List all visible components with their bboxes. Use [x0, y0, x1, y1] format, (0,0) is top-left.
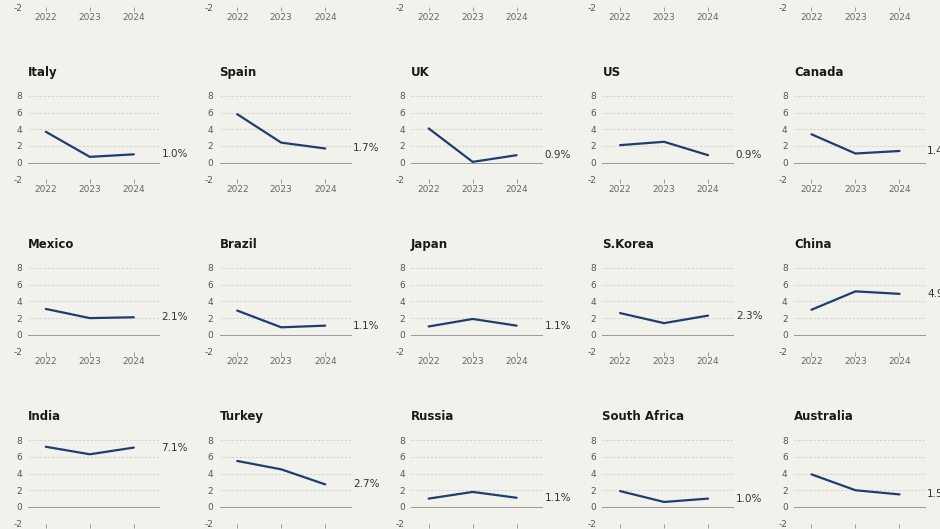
Text: 7.1%: 7.1%: [162, 443, 188, 453]
Text: Japan: Japan: [411, 238, 448, 251]
Text: Brazil: Brazil: [220, 238, 258, 251]
Text: Turkey: Turkey: [220, 411, 263, 423]
Text: 1.1%: 1.1%: [544, 321, 571, 331]
Text: Italy: Italy: [28, 66, 58, 79]
Text: Mexico: Mexico: [28, 238, 74, 251]
Text: 1.4%: 1.4%: [927, 146, 940, 156]
Text: Spain: Spain: [220, 66, 257, 79]
Text: 4.9%: 4.9%: [927, 289, 940, 299]
Text: 1.1%: 1.1%: [352, 321, 380, 331]
Text: South Africa: South Africa: [603, 411, 684, 423]
Text: 0.9%: 0.9%: [736, 150, 762, 160]
Text: Russia: Russia: [411, 411, 454, 423]
Text: 1.1%: 1.1%: [544, 493, 571, 503]
Text: 2.3%: 2.3%: [736, 311, 762, 321]
Text: 1.5%: 1.5%: [927, 489, 940, 499]
Text: 0.9%: 0.9%: [544, 150, 571, 160]
Text: US: US: [603, 66, 620, 79]
Text: 2.1%: 2.1%: [162, 312, 188, 322]
Text: 1.7%: 1.7%: [352, 143, 380, 153]
Text: Australia: Australia: [794, 411, 854, 423]
Text: 1.0%: 1.0%: [736, 494, 762, 504]
Text: 2.7%: 2.7%: [352, 479, 380, 489]
Text: UK: UK: [411, 66, 430, 79]
Text: India: India: [28, 411, 61, 423]
Text: S.Korea: S.Korea: [603, 238, 654, 251]
Text: China: China: [794, 238, 831, 251]
Text: Canada: Canada: [794, 66, 843, 79]
Text: 1.0%: 1.0%: [162, 149, 188, 159]
